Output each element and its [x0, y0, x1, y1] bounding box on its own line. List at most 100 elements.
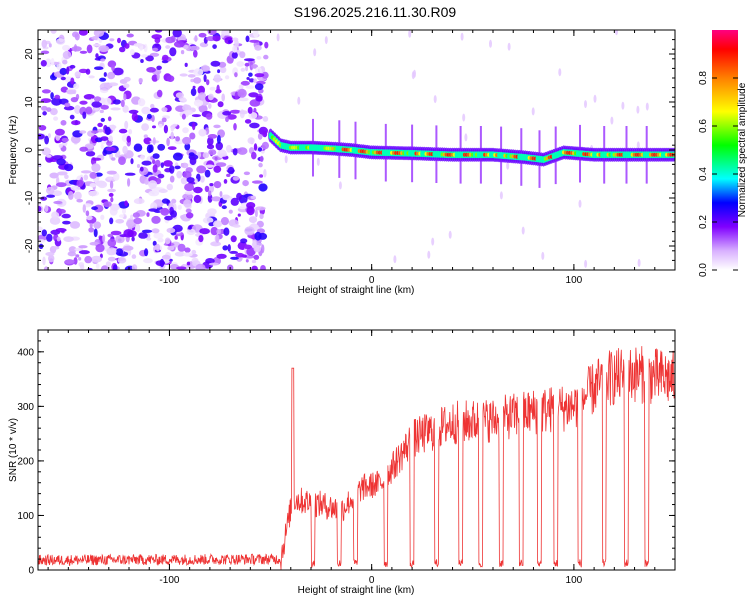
noise-blob	[184, 62, 188, 67]
noise-blob	[219, 191, 223, 197]
noise-blob	[250, 195, 256, 200]
noise-blob	[91, 130, 99, 134]
noise-blob	[198, 32, 207, 38]
noise-blob	[108, 135, 113, 143]
noise-blob	[57, 171, 68, 176]
noise-blob	[117, 37, 121, 44]
noise-blob	[156, 65, 162, 71]
noise-blob	[123, 83, 130, 89]
noise-blob	[99, 109, 105, 114]
noise-blob	[255, 206, 266, 211]
noise-blob	[226, 144, 232, 153]
noise-blob	[645, 102, 649, 111]
noise-blob	[141, 106, 151, 115]
noise-blob	[202, 152, 210, 159]
noise-blob	[108, 124, 117, 130]
noise-blob	[253, 244, 262, 253]
noise-blob	[584, 259, 588, 268]
noise-blob	[173, 41, 185, 48]
noise-blob	[71, 46, 82, 52]
noise-blob	[226, 173, 231, 177]
noise-blob	[233, 123, 237, 131]
noise-blob	[74, 71, 81, 78]
noise-blob	[227, 166, 235, 175]
noise-blob	[464, 133, 468, 142]
noise-blob	[244, 119, 252, 124]
noise-blob	[194, 178, 198, 185]
noise-blob	[53, 116, 59, 121]
noise-blob	[221, 194, 230, 200]
noise-blob	[41, 229, 47, 237]
noise-blob	[143, 258, 153, 264]
noise-blob	[124, 43, 130, 49]
noise-blob	[145, 55, 154, 62]
noise-blob	[133, 143, 143, 152]
noise-blob	[61, 213, 71, 219]
noise-blob	[228, 40, 232, 44]
noise-blob	[171, 198, 177, 204]
noise-blob	[232, 224, 241, 228]
noise-blob	[251, 259, 257, 264]
noise-blob	[163, 124, 168, 134]
noise-blob	[115, 219, 125, 224]
noise-blob	[123, 76, 131, 82]
noise-blob	[115, 235, 125, 244]
noise-blob	[67, 251, 77, 257]
noise-blob	[86, 215, 93, 221]
noise-blob	[88, 227, 95, 233]
noise-blob	[232, 176, 240, 181]
noise-blob	[47, 133, 51, 139]
noise-blob	[189, 132, 196, 140]
noise-blob	[133, 43, 143, 47]
noise-blob	[215, 234, 220, 243]
noise-blob	[206, 79, 210, 86]
noise-blob	[228, 209, 233, 214]
chart-title: S196.2025.216.11.30.R09	[294, 4, 457, 20]
noise-blob	[207, 30, 217, 36]
noise-blob	[116, 150, 121, 156]
noise-blob	[66, 66, 70, 75]
noise-blob	[244, 58, 255, 62]
noise-blob	[152, 164, 158, 173]
noise-blob	[210, 226, 219, 236]
noise-blob	[247, 137, 255, 145]
noise-blob	[141, 160, 152, 166]
noise-blob	[161, 117, 167, 123]
noise-blob	[120, 99, 125, 108]
noise-blob	[448, 230, 452, 239]
noise-blob	[183, 199, 192, 208]
noise-blob	[262, 131, 268, 138]
noise-blob	[225, 116, 229, 123]
noise-blob	[144, 248, 149, 257]
noise-blob	[131, 236, 135, 242]
noise-blob	[621, 101, 625, 110]
noise-blob	[89, 183, 97, 188]
noise-blob	[151, 215, 161, 224]
noise-blob	[156, 89, 163, 98]
colorbar-tick-label: 0.8	[698, 71, 709, 85]
noise-blob	[180, 50, 185, 55]
noise-blob	[149, 107, 159, 113]
noise-blob	[56, 236, 61, 242]
noise-blob	[192, 85, 196, 89]
noise-blob	[62, 44, 71, 51]
snr-y-tick-label: 200	[17, 456, 34, 467]
noise-blob	[194, 35, 198, 42]
noise-blob	[110, 196, 114, 203]
noise-blob	[100, 117, 106, 122]
noise-blob	[259, 174, 264, 178]
noise-blob	[243, 171, 250, 176]
noise-blob	[237, 88, 247, 98]
noise-blob	[50, 30, 57, 34]
noise-blob	[263, 168, 267, 178]
noise-blob	[254, 231, 262, 241]
noise-blob	[185, 196, 189, 200]
noise-blob	[74, 33, 80, 41]
noise-blob	[133, 198, 145, 205]
colorbar-strip	[712, 30, 738, 270]
noise-blob	[413, 69, 416, 78]
snr-x-tick-label: 0	[369, 575, 375, 586]
noise-blob	[41, 39, 48, 49]
